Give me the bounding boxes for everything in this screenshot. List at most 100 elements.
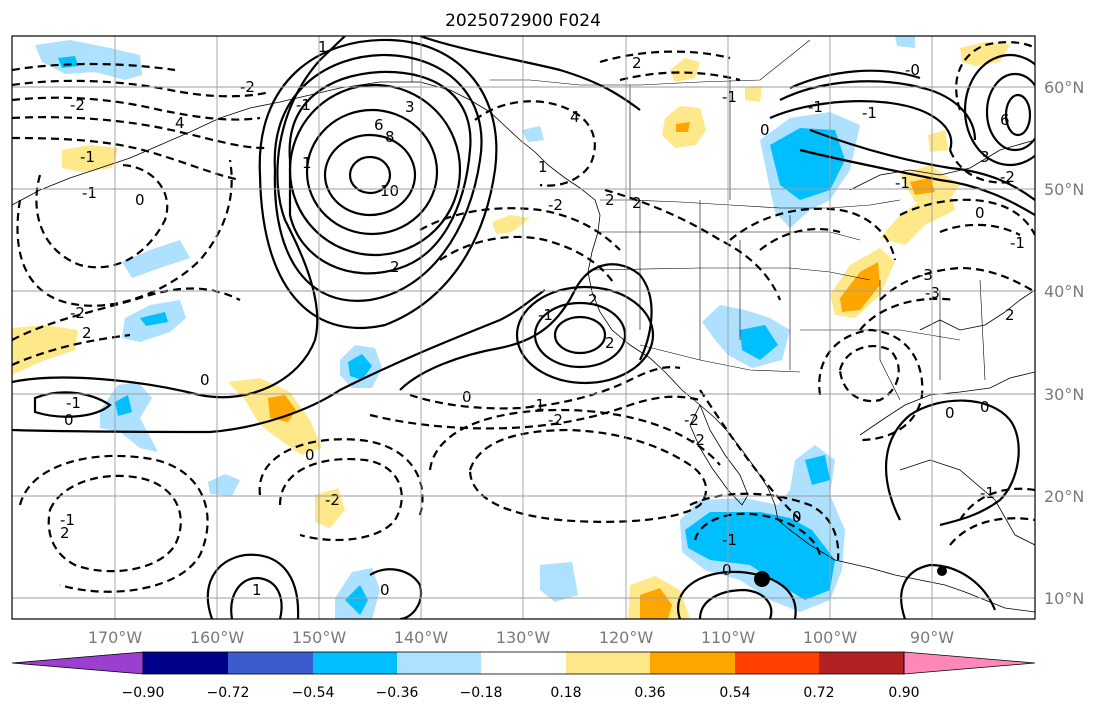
contour-label: -1 xyxy=(82,184,97,202)
contour-line xyxy=(759,227,841,251)
contour-label: -2 xyxy=(70,304,85,322)
contour-label: 0 xyxy=(980,398,990,416)
colorbar-segment xyxy=(903,651,1036,675)
contour-line xyxy=(16,159,233,307)
contour-label: -2 xyxy=(70,96,85,114)
shade-region xyxy=(100,382,158,452)
contour-label: -2 xyxy=(548,196,563,214)
contour-label: 3 xyxy=(405,98,415,116)
contour-line xyxy=(12,79,271,98)
longitude-label: 170°W xyxy=(88,628,143,647)
contour-line xyxy=(369,568,423,619)
longitude-label: 150°W xyxy=(292,628,347,647)
longitude-label: 120°W xyxy=(599,628,654,647)
contour-line xyxy=(900,563,997,619)
colorbar-segment xyxy=(566,652,650,674)
contour-label: 0 xyxy=(64,411,74,429)
contour-line xyxy=(677,570,797,619)
longitude-label: 110°W xyxy=(701,628,756,647)
contour-line xyxy=(885,399,1020,527)
colorbar-segment xyxy=(313,652,397,674)
contour-line xyxy=(33,391,112,418)
contour-label: -1 xyxy=(80,148,95,166)
contour-label: 1 xyxy=(252,581,262,599)
colorbar-segment xyxy=(143,652,228,674)
contour-label: 10 xyxy=(380,182,399,200)
contour-label: 3 xyxy=(980,148,990,166)
marker-dot xyxy=(937,566,947,576)
contour-line xyxy=(12,136,241,182)
colorbar-tick-label: 0.72 xyxy=(803,685,834,701)
colorbar-tick-label: −0.54 xyxy=(292,685,335,701)
contour-label: 2 xyxy=(605,191,615,209)
contour-line xyxy=(799,148,1035,216)
contour-label: -1 xyxy=(60,511,75,529)
contour-line xyxy=(439,235,616,286)
contour-line xyxy=(12,333,131,367)
colorbar-tick-label: 0.90 xyxy=(888,685,919,701)
shade-region xyxy=(895,36,915,48)
contour-line xyxy=(985,72,1035,152)
latitude-axis-labels: 60°N 50°N 40°N 30°N 20°N 10°N xyxy=(1044,78,1084,608)
shade-region xyxy=(928,130,948,152)
shade-region xyxy=(840,262,880,312)
contour-line xyxy=(230,576,283,619)
marker-dot xyxy=(754,571,770,587)
contour-line xyxy=(258,438,424,516)
latitude-label: 10°N xyxy=(1044,589,1084,608)
contour-value-labels: 1 2 -2 4 6 8 10 3 1 2 -1 0 -1 0 -2 2 -2 … xyxy=(60,38,1025,599)
contour-label: 2 xyxy=(82,324,92,342)
colorbar-tick-label: −0.72 xyxy=(207,685,250,701)
contour-label: -1 xyxy=(538,306,553,324)
shade-region xyxy=(910,178,935,195)
shade-region xyxy=(670,58,700,82)
colorbar-segment xyxy=(481,652,566,674)
contour-line xyxy=(553,315,607,355)
shade-region xyxy=(315,488,345,528)
contour-line xyxy=(399,263,653,391)
contour-label: -1 xyxy=(530,396,545,414)
contour-label: 0 xyxy=(462,388,472,406)
contour-line xyxy=(789,69,921,90)
contour-label: 4 xyxy=(570,108,580,126)
contour-line xyxy=(12,289,546,434)
longitude-label: 90°W xyxy=(910,628,954,647)
contour-line xyxy=(619,71,741,82)
contour-label: -1 xyxy=(895,174,910,192)
contour-label: -1 xyxy=(722,88,737,106)
contour-line xyxy=(12,116,266,150)
contour-line xyxy=(604,188,782,301)
contour-label: -1 xyxy=(1010,234,1025,252)
colorbar-segment xyxy=(650,652,735,674)
shade-region xyxy=(58,56,78,68)
contour-label: -2 xyxy=(684,411,699,429)
contour-label: 8 xyxy=(385,128,395,146)
shade-region xyxy=(62,145,118,172)
contour-label: -1 xyxy=(980,484,995,502)
contour-label: -1 xyxy=(296,96,311,114)
contour-label: 2 xyxy=(60,524,70,542)
contour-label: -2 xyxy=(690,431,705,449)
colorbar-tick-label: 0.18 xyxy=(550,685,581,701)
contour-label: 0 xyxy=(200,371,210,389)
contour-label: -0 xyxy=(905,61,920,79)
longitude-label: 160°W xyxy=(190,628,245,647)
colorbar-segment xyxy=(397,652,481,674)
colorbar-tick-label: −0.18 xyxy=(460,685,503,701)
contour-line xyxy=(305,108,439,236)
contour-label: 1 xyxy=(538,158,548,176)
latitude-label: 30°N xyxy=(1044,385,1084,404)
latitude-label: 40°N xyxy=(1044,282,1084,301)
contour-line xyxy=(323,133,417,217)
colorbar-segment xyxy=(228,652,313,674)
contour-line xyxy=(1004,93,1032,137)
contour-line xyxy=(698,588,773,619)
contour-label: 0 xyxy=(760,121,770,139)
shade-region xyxy=(770,128,845,200)
shade-region xyxy=(348,354,372,380)
shade-region xyxy=(960,42,1010,66)
contour-line xyxy=(963,53,1035,167)
shade-region xyxy=(805,455,830,485)
longitude-axis-labels: 170°W 160°W 150°W 140°W 130°W 120°W 110°… xyxy=(88,628,954,647)
